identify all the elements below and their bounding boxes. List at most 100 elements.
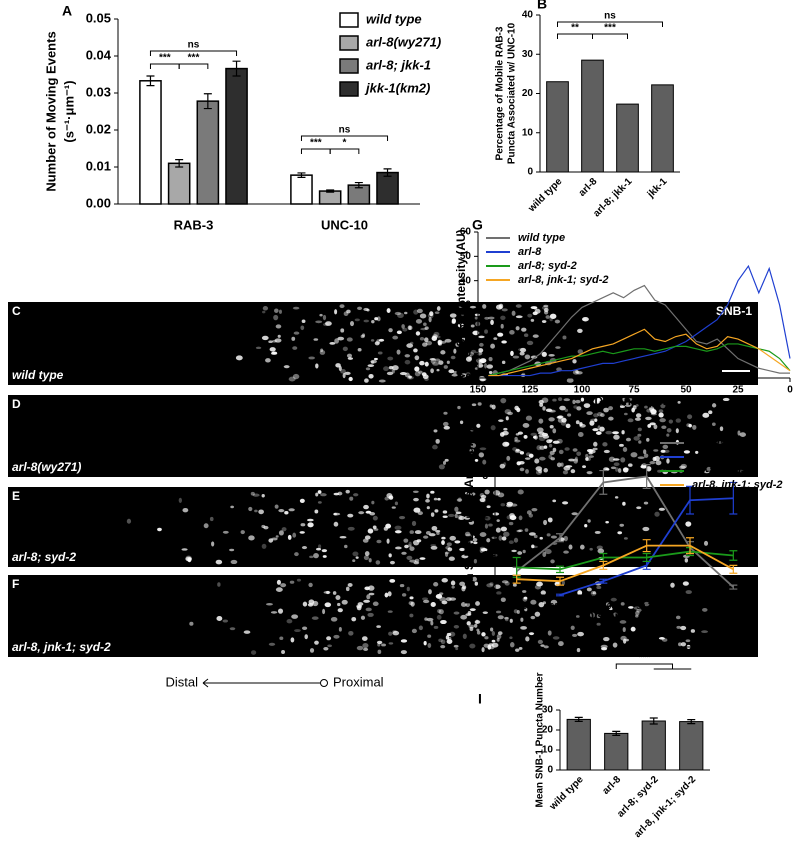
punctum [479,546,486,550]
panel-letter: I [478,691,482,707]
punctum [476,630,481,635]
significance-label: ns [604,11,616,22]
punctum [658,409,664,413]
punctum [261,543,267,549]
punctum [519,351,525,356]
punctum [706,466,712,472]
punctum [536,581,543,587]
punctum [315,320,323,324]
punctum [432,334,438,339]
punctum [261,524,266,529]
x-tick-label: 150 [470,385,487,396]
error-bar [326,189,335,193]
punctum [442,421,449,427]
punctum [568,458,575,462]
punctum [340,368,346,374]
punctum [313,338,319,341]
punctum [383,366,389,372]
punctum [345,489,350,494]
punctum [532,435,537,439]
punctum [580,544,585,550]
punctum [388,365,394,370]
punctum [477,359,484,364]
punctum [261,494,265,498]
punctum [433,429,438,433]
x-tick-label: 75 [628,385,640,396]
punctum [438,360,444,365]
punctum [482,611,488,614]
punctum [504,409,512,415]
y-tick-label: 0 [465,373,471,384]
punctum [435,594,443,599]
punctum [562,335,567,340]
punctum [458,515,465,520]
punctum [316,547,322,551]
punctum [520,625,527,630]
punctum [408,541,412,547]
proximal-marker [320,679,328,687]
punctum [594,530,601,534]
punctum [530,599,537,605]
punctum [387,591,392,597]
x-tick-label: 100-125 [545,602,575,611]
punctum [587,519,591,523]
x-tick-label: arl-8 [577,176,600,199]
punctum [468,351,474,357]
panel-letter: C [12,304,21,318]
punctum [419,313,427,319]
punctum [349,496,354,501]
significance-bracket [557,33,593,39]
punctum [451,373,458,377]
punctum [492,512,500,516]
punctum [314,509,319,514]
punctum [396,330,402,335]
punctum [530,306,538,310]
punctum [459,581,466,587]
punctum [215,559,223,565]
punctum [279,636,284,641]
punctum [470,428,474,432]
punctum [258,509,264,515]
punctum [493,337,498,340]
punctum [333,521,339,527]
punctum [496,638,500,642]
punctum [386,371,394,376]
punctum [643,449,647,455]
punctum [460,373,467,378]
punctum [424,326,429,330]
punctum [446,639,453,644]
punctum [541,305,549,310]
punctum [358,511,365,515]
punctum [440,350,446,355]
punctum [425,499,430,503]
punctum [377,351,383,355]
punctum [366,594,371,600]
y-axis-label: Number of Moving Events [43,31,58,191]
punctum [454,540,461,544]
punctum [388,553,392,558]
punctum [453,611,460,615]
punctum [470,535,475,539]
punctum [470,324,475,328]
punctum [391,506,396,509]
punctum [622,627,626,633]
punctum [465,356,472,362]
punctum [490,627,494,632]
punctum [230,559,238,565]
punctum [254,509,258,513]
punctum [488,357,493,362]
punctum [261,335,269,341]
punctum [522,596,528,602]
punctum [666,433,670,437]
punctum [281,527,287,532]
punctum [347,357,353,360]
punctum [454,513,458,519]
punctum [490,319,494,326]
punctum [478,452,485,458]
punctum [409,546,415,551]
punctum [334,338,340,344]
punctum [496,591,502,595]
punctum [543,645,549,649]
punctum [548,409,554,413]
bar [546,81,569,173]
